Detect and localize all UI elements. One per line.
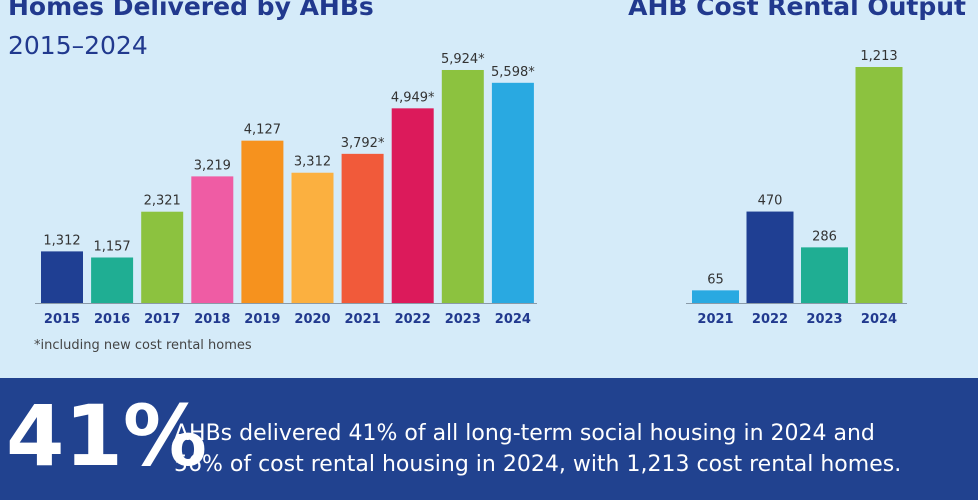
x-tick-label-2023: 2023 [806, 312, 842, 327]
bar-2019 [241, 140, 284, 303]
data-label-2023: 286 [812, 229, 837, 244]
data-label-2017: 2,321 [144, 194, 181, 209]
bar-2022 [746, 211, 794, 303]
x-tick-label-2024: 2024 [861, 312, 897, 327]
bar-2022 [391, 108, 434, 304]
data-label-2018: 3,219 [194, 158, 231, 173]
data-label-2024: 5,598* [491, 65, 535, 80]
bar-2015 [41, 251, 83, 303]
data-label-2019: 4,127 [244, 123, 281, 138]
x-tick-label-2017: 2017 [144, 312, 180, 327]
x-tick-label-2022: 2022 [395, 312, 431, 327]
bar-2020 [291, 172, 334, 303]
x-tick-label-2018: 2018 [194, 312, 230, 327]
bar-2024 [855, 67, 903, 303]
x-tick-label-2022: 2022 [752, 312, 788, 327]
x-tick-label-2021: 2021 [697, 312, 733, 327]
x-tick-label-2023: 2023 [445, 312, 481, 327]
data-label-2016: 1,157 [93, 239, 130, 254]
bar-2016 [91, 257, 134, 303]
homes-delivered-chart: 1,312 2015 1,157 2016 2,321 2017 3,219 2018 4,12… [35, 52, 537, 327]
data-label-2024: 1,213 [860, 49, 897, 64]
bar-2017 [141, 211, 184, 303]
left-chart-subtitle: 2015–2024 [8, 31, 148, 60]
chart-footnote: *including new cost rental homes [34, 338, 252, 353]
banner-line-2: 56% of cost rental housing in 2024, with… [174, 452, 902, 477]
data-label-2021: 3,792* [341, 136, 385, 151]
data-label-2023: 5,924* [441, 52, 485, 67]
x-tick-label-2021: 2021 [345, 312, 381, 327]
banner-stat: 41% [6, 387, 208, 485]
data-label-2020: 3,312 [294, 155, 331, 170]
cost-rental-chart: 65 2021 470 2022 286 2023 1,213 2024 [686, 49, 907, 327]
bar-2024 [491, 82, 534, 303]
x-tick-label-2019: 2019 [244, 312, 280, 327]
x-tick-label-2020: 2020 [294, 312, 330, 327]
data-label-2022: 470 [758, 194, 783, 209]
x-tick-label-2024: 2024 [495, 312, 531, 327]
summary-banner: 41% AHBs delivered 41% of all long-term … [0, 378, 978, 500]
bar-2021 [692, 290, 739, 303]
right-chart-title: AHB Cost Rental Output [628, 0, 966, 21]
data-label-2021: 65 [707, 272, 724, 287]
x-tick-label-2016: 2016 [94, 312, 130, 327]
bar-2018 [191, 176, 234, 303]
left-chart-title: Homes Delivered by AHBs [8, 0, 374, 21]
bar-2023 [441, 69, 484, 303]
banner-line-1: AHBs delivered 41% of all long-term soci… [174, 421, 875, 446]
bar-2021 [341, 153, 384, 303]
data-label-2022: 4,949* [391, 90, 435, 105]
bar-2023 [801, 247, 848, 303]
data-label-2015: 1,312 [43, 233, 80, 248]
banner-text: AHBs delivered 41% of all long-term soci… [174, 418, 974, 480]
x-tick-label-2015: 2015 [44, 312, 80, 327]
